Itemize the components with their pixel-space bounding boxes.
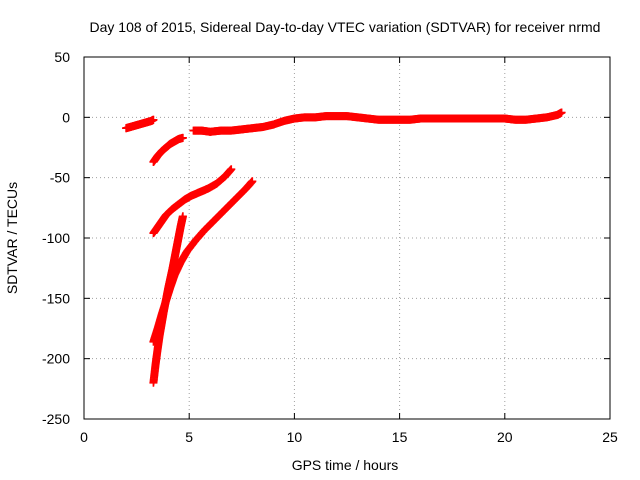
plot-frame [83,56,611,420]
y-tick-label: -100 [42,230,70,246]
y-tick-label: -250 [42,411,70,427]
y-tick-label: -200 [42,351,70,367]
series-arc-2 [149,133,187,166]
x-tick-label: 5 [185,429,193,445]
x-tick-label: 20 [497,429,513,445]
grid [84,57,610,419]
y-tick-label: 0 [62,109,70,125]
data-points [122,108,566,387]
y-tick-label: -150 [42,290,70,306]
series-arc-3 [149,165,236,238]
series-arc-5 [149,177,257,346]
x-tick-label: 15 [392,429,408,445]
x-axis-label: GPS time / hours [292,457,399,473]
x-tick-label: 10 [287,429,303,445]
y-tick-label: 50 [54,49,70,65]
axis-ticks: 0 5 10 15 20 25 -250 -200 -150 -100 -50 0 50 [42,49,618,445]
series-arc-1 [122,115,158,133]
data-point [227,165,236,174]
chart-title: Day 108 of 2015, Sidereal Day-to-day VTE… [90,19,601,35]
x-tick-label: 25 [602,429,618,445]
data-point [248,177,257,186]
data-point [557,108,566,117]
series-arc-6 [189,108,566,136]
data-point [149,115,158,124]
x-tick-label: 0 [80,429,88,445]
y-tick-label: -50 [50,170,70,186]
data-point [178,212,187,221]
data-point [178,133,187,142]
y-axis-label: SDTVAR / TECUs [4,182,20,294]
